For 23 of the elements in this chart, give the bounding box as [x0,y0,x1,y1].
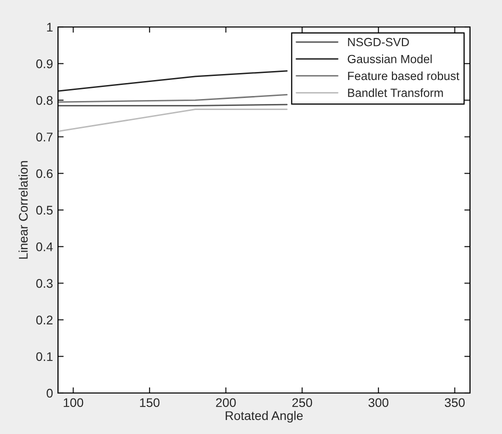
legend-label: Gaussian Model [348,54,432,64]
y-tick-label: 0.7 [36,132,53,142]
x-tick-label: 150 [140,398,160,408]
x-tick-label: 300 [368,398,388,408]
y-tick-label: 0.4 [36,242,53,252]
y-tick-label: 0.6 [36,169,53,178]
y-tick-label: 1 [47,22,53,32]
x-tick-label: 250 [292,398,312,408]
y-tick-label: 0.3 [36,279,53,288]
y-tick-label: 0.8 [36,96,53,105]
legend-label: Bandlet Transform [348,88,443,98]
legend-label: NSGD-SVD [348,38,409,46]
x-tick-label: 100 [64,398,84,408]
x-tick-label: 200 [216,398,236,408]
x-tick-label: 350 [444,398,465,408]
y-tick-label: 0.5 [36,206,53,215]
y-axis-title: Linear Correlation [18,161,28,259]
y-tick-label: 0.2 [36,316,53,324]
y-tick-label: 0.1 [36,352,53,362]
y-tick-label: 0.9 [36,59,53,68]
legend-label: Feature based robust [348,71,460,80]
y-tick-label: 0 [46,388,53,398]
x-axis-title: Rotated Angle [226,410,303,423]
